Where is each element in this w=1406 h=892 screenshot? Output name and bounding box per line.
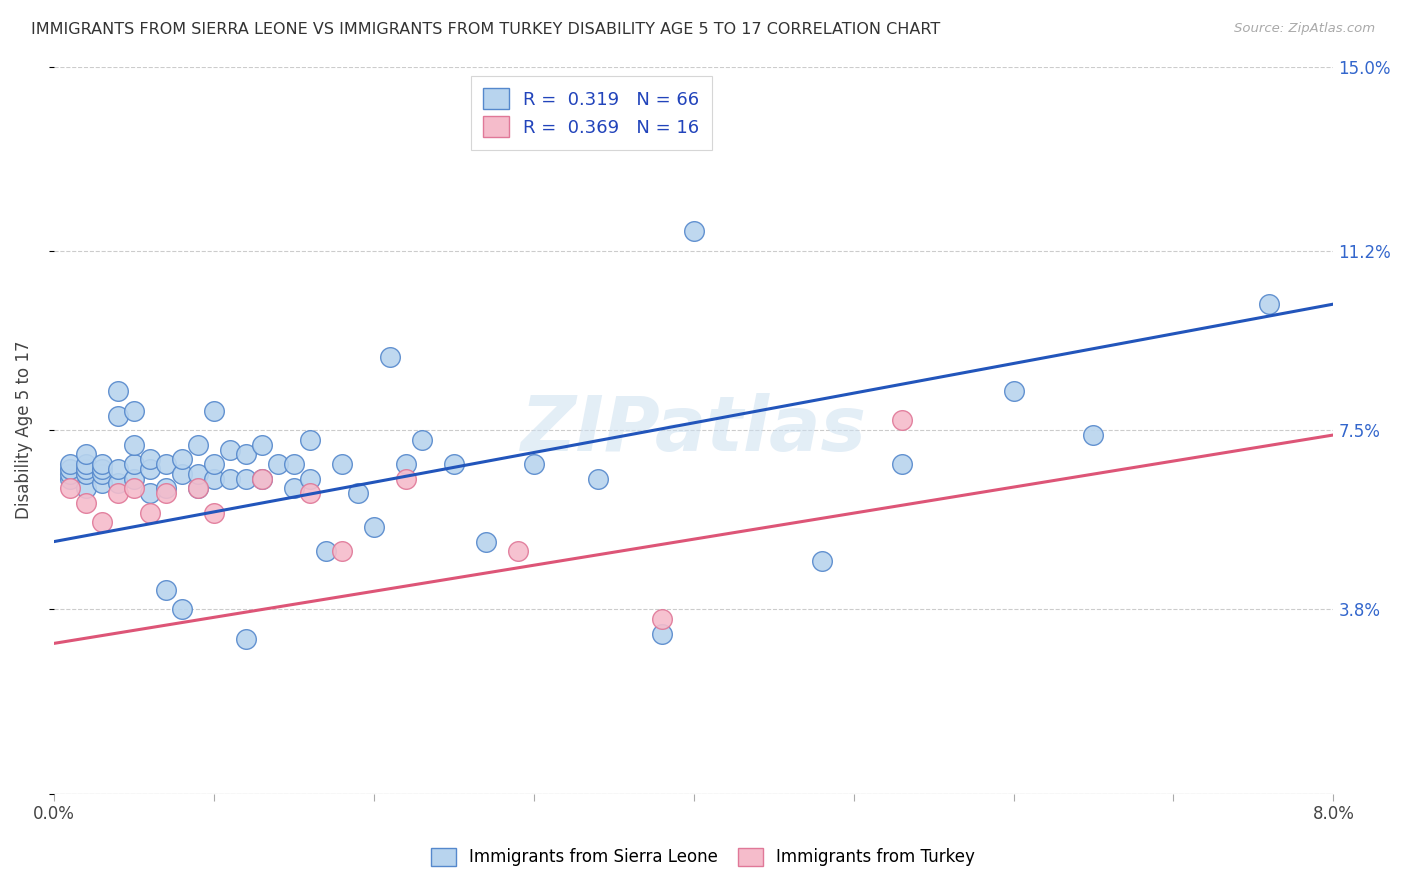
Point — [395, 472, 418, 486]
Point — [443, 457, 465, 471]
Point — [235, 447, 257, 461]
Point — [682, 224, 704, 238]
Point — [1083, 428, 1105, 442]
Point — [170, 467, 193, 481]
Point — [202, 506, 225, 520]
Point — [187, 481, 209, 495]
Point — [890, 457, 912, 471]
Point — [651, 612, 673, 626]
Point — [315, 544, 337, 558]
Point — [59, 467, 82, 481]
Point — [122, 472, 145, 486]
Point — [651, 626, 673, 640]
Point — [378, 351, 401, 365]
Point — [187, 467, 209, 481]
Point — [267, 457, 290, 471]
Point — [59, 481, 82, 495]
Legend: R =  0.319   N = 66, R =  0.369   N = 16: R = 0.319 N = 66, R = 0.369 N = 16 — [471, 76, 711, 150]
Point — [122, 403, 145, 417]
Point — [283, 457, 305, 471]
Point — [155, 481, 177, 495]
Point — [59, 472, 82, 486]
Point — [346, 486, 368, 500]
Point — [202, 457, 225, 471]
Point — [59, 462, 82, 476]
Point — [506, 544, 529, 558]
Point — [107, 409, 129, 423]
Point — [250, 472, 273, 486]
Point — [1258, 297, 1281, 311]
Point — [250, 472, 273, 486]
Point — [75, 462, 97, 476]
Point — [75, 457, 97, 471]
Point — [75, 467, 97, 481]
Point — [187, 438, 209, 452]
Point — [474, 534, 496, 549]
Text: ZIPatlas: ZIPatlas — [520, 393, 866, 467]
Point — [250, 438, 273, 452]
Point — [139, 506, 162, 520]
Point — [75, 447, 97, 461]
Point — [59, 457, 82, 471]
Text: IMMIGRANTS FROM SIERRA LEONE VS IMMIGRANTS FROM TURKEY DISABILITY AGE 5 TO 17 CO: IMMIGRANTS FROM SIERRA LEONE VS IMMIGRAN… — [31, 22, 941, 37]
Point — [235, 632, 257, 646]
Point — [586, 472, 609, 486]
Point — [122, 457, 145, 471]
Point — [155, 457, 177, 471]
Point — [107, 486, 129, 500]
Point — [330, 544, 353, 558]
Point — [298, 433, 321, 447]
Point — [523, 457, 546, 471]
Y-axis label: Disability Age 5 to 17: Disability Age 5 to 17 — [15, 341, 32, 519]
Point — [202, 472, 225, 486]
Point — [139, 462, 162, 476]
Point — [170, 602, 193, 616]
Point — [90, 467, 112, 481]
Point — [218, 442, 240, 457]
Point — [187, 481, 209, 495]
Point — [330, 457, 353, 471]
Point — [155, 583, 177, 598]
Point — [75, 481, 97, 495]
Point — [90, 457, 112, 471]
Point — [411, 433, 433, 447]
Point — [107, 384, 129, 399]
Point — [1002, 384, 1025, 399]
Point — [218, 472, 240, 486]
Legend: Immigrants from Sierra Leone, Immigrants from Turkey: Immigrants from Sierra Leone, Immigrants… — [422, 839, 984, 875]
Point — [395, 457, 418, 471]
Point — [122, 438, 145, 452]
Point — [202, 403, 225, 417]
Point — [90, 462, 112, 476]
Point — [122, 481, 145, 495]
Point — [298, 472, 321, 486]
Point — [90, 476, 112, 491]
Point — [107, 462, 129, 476]
Point — [75, 496, 97, 510]
Point — [90, 515, 112, 529]
Point — [155, 486, 177, 500]
Point — [107, 476, 129, 491]
Point — [139, 486, 162, 500]
Point — [170, 452, 193, 467]
Point — [810, 554, 832, 568]
Point — [363, 520, 385, 534]
Point — [283, 481, 305, 495]
Point — [890, 413, 912, 427]
Point — [139, 452, 162, 467]
Point — [298, 486, 321, 500]
Point — [235, 472, 257, 486]
Text: Source: ZipAtlas.com: Source: ZipAtlas.com — [1234, 22, 1375, 36]
